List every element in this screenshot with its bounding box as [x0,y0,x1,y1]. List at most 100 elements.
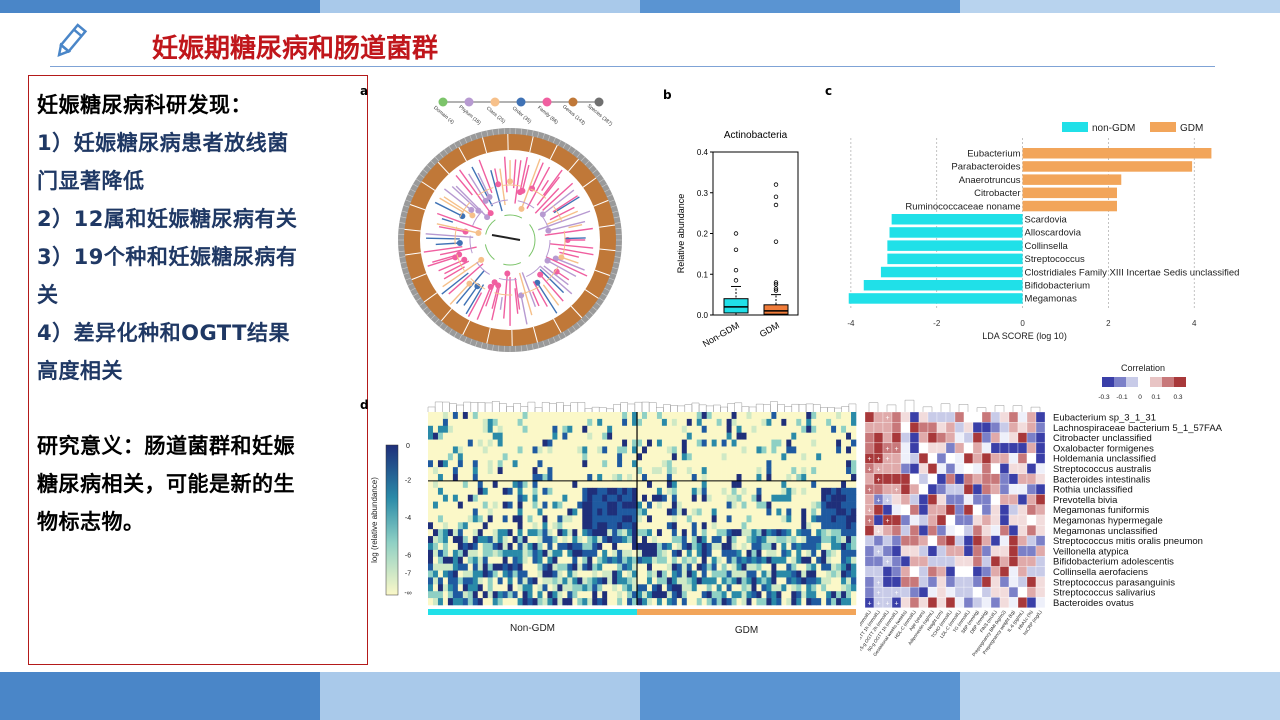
box-outlier [773,202,779,208]
heat-cell [452,542,459,551]
heat-cell [557,577,563,585]
heat-cell [432,460,439,468]
heat-cell [806,439,812,447]
heat-cell [816,556,822,564]
heat-cell [686,563,693,571]
heat-cell [567,453,573,461]
corr-cell [1026,566,1037,577]
heat-cell [696,487,703,496]
heat-cell [701,439,707,447]
heat-cell [831,418,837,427]
heat-cell [547,501,553,509]
heat-cell [632,439,638,447]
clado-node [486,193,493,200]
heat-cell [851,432,857,440]
lda-bar-label: Eubacterium [967,149,1020,160]
corr-cell [900,432,911,444]
heat-cell [542,474,548,482]
heat-cell [656,542,663,551]
legend-tick: -7 [405,571,411,578]
heat-cell [472,577,479,585]
heat-cell [512,487,518,496]
heat-cell [846,536,852,544]
heat-cell [612,494,618,502]
heat-cell [781,460,787,468]
heat-cell [836,508,842,516]
heat-cell [656,584,663,592]
corr-cell [891,422,902,433]
heat-cell [432,522,439,530]
heat-cell [696,412,703,420]
heat-cell [751,425,757,433]
legend-swatch [1062,122,1088,132]
heat-cell [721,418,727,427]
heat-cell [796,598,802,606]
heat-cell [532,412,538,420]
heat-cell [851,460,857,468]
heat-cell [457,542,464,551]
heat-cell [666,508,673,516]
heat-cell [821,453,827,461]
x-category-label: Non-GDM [701,320,741,349]
heat-cell [577,432,583,440]
heat-cell [547,515,553,523]
heat-cell [791,508,797,516]
heat-cell [452,570,459,578]
heat-cell [597,536,603,544]
clado-branch [555,257,585,271]
heat-cell [497,549,503,558]
corr-cell [936,556,947,567]
heat-cell [821,460,827,468]
heat-cell [746,563,752,571]
heat-cell [761,446,767,454]
heat-cell [457,522,464,530]
heat-cell [542,494,548,502]
ring-tick [426,164,432,170]
heat-cell [522,418,528,427]
heat-cell [706,446,712,454]
heat-cell [452,418,459,427]
heat-cell [572,487,578,496]
heat-cell [826,467,832,475]
heat-cell [552,418,558,427]
heat-cell [612,536,618,544]
heat-cell [547,536,553,544]
heat-cell [507,570,513,578]
dendro-branch [491,400,500,412]
heat-cell [612,501,618,509]
heat-cell [582,536,588,544]
heat-cell [701,570,707,578]
heat-cell [771,501,777,509]
heat-cell [537,542,543,551]
heat-cell [482,522,489,530]
corr-cell [927,473,938,485]
dendro-branch [534,407,543,412]
heat-cell [562,439,568,447]
heat-cell [612,598,618,606]
heat-cell [746,480,752,489]
corr-cell [1026,535,1037,547]
heat-cell [428,460,434,468]
heat-cell [791,522,797,530]
heat-cell [746,549,752,558]
heat-cell [502,556,508,564]
corr-cell [945,411,956,423]
heat-cell [507,563,513,571]
heat-cell [582,570,588,578]
corr-cell [999,535,1010,547]
heat-cell [452,425,459,433]
dendro-branch [477,402,486,412]
heat-cell [851,446,857,454]
heat-cell [447,549,454,558]
heat-cell [632,563,638,571]
heat-cell [472,425,479,433]
heat-cell [462,536,469,544]
heat-cell [706,439,712,447]
heat-cell [776,439,782,447]
heat-cell [746,570,752,578]
clado-branch [438,225,466,233]
heat-cell [791,480,797,489]
heat-cell [582,522,588,530]
corr-cell [900,586,911,598]
heat-cell [577,529,583,537]
